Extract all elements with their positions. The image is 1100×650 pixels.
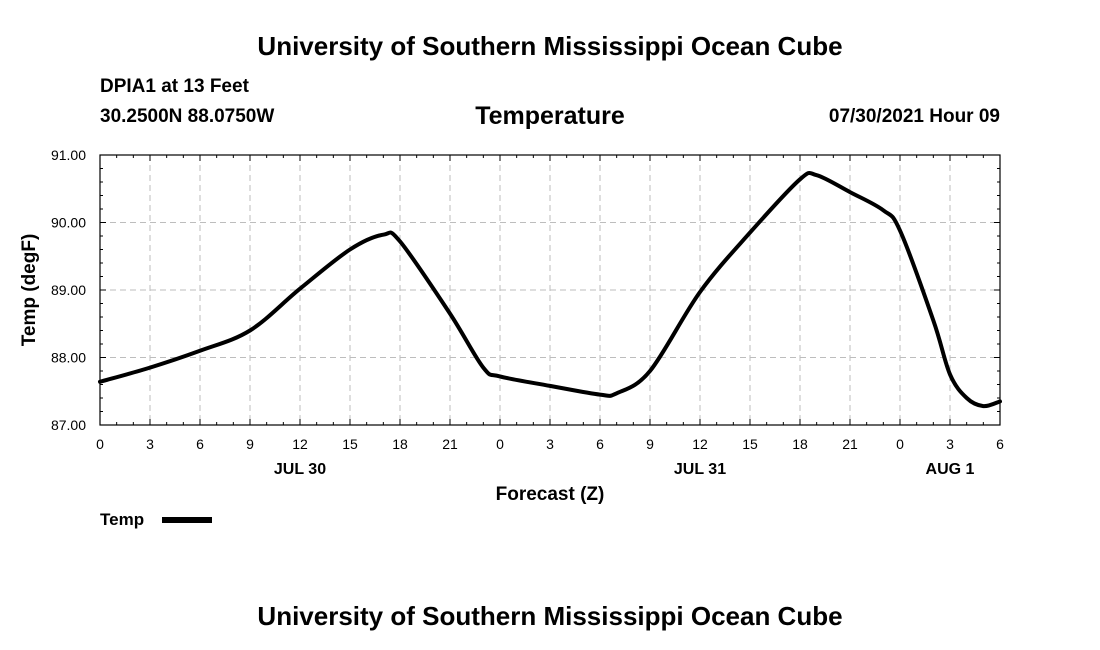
y-tick-label: 89.00: [51, 282, 86, 298]
y-tick-label: 88.00: [51, 350, 86, 366]
x-tick-label: 6: [996, 436, 1004, 452]
forecast-timestamp: 07/30/2021 Hour 09: [828, 106, 1000, 127]
legend-label: Temp: [100, 510, 145, 529]
x-tick-label: 0: [96, 436, 104, 452]
x-tick-label: 18: [792, 436, 808, 452]
x-axis-label: Forecast (Z): [496, 484, 605, 505]
x-tick-label: 0: [496, 436, 504, 452]
x-tick-label: 12: [692, 436, 708, 452]
x-tick-label: 15: [342, 436, 358, 452]
station-label: DPIA1 at 13 Feet: [100, 76, 249, 97]
x-tick-label: 21: [842, 436, 858, 452]
x-tick-label: 9: [646, 436, 654, 452]
top-title: University of Southern Mississippi Ocean…: [257, 31, 843, 61]
x-tick-label: 18: [392, 436, 408, 452]
x-tick-label: 6: [596, 436, 604, 452]
x-tick-label: 0: [896, 436, 904, 452]
x-tick-label: 3: [946, 436, 954, 452]
y-tick-label: 91.00: [51, 147, 86, 163]
x-tick-label: 3: [546, 436, 554, 452]
x-tick-label: 15: [742, 436, 758, 452]
bottom-title: University of Southern Mississippi Ocean…: [257, 601, 843, 631]
y-tick-label: 90.00: [51, 215, 86, 231]
x-tick-label: 21: [442, 436, 458, 452]
variable-title: Temperature: [475, 102, 625, 130]
date-label: JUL 31: [674, 461, 726, 478]
temp-series-line: [98, 170, 1002, 409]
y-axis-label: Temp (degF): [19, 234, 40, 347]
station-coordinates: 30.2500N 88.0750W: [100, 106, 275, 127]
y-tick-label: 87.00: [51, 417, 86, 433]
x-tick-label: 12: [292, 436, 308, 452]
x-tick-label: 6: [196, 436, 204, 452]
x-tick-label: 9: [246, 436, 254, 452]
x-tick-label: 3: [146, 436, 154, 452]
date-label: JUL 30: [274, 461, 326, 478]
date-label: AUG 1: [926, 461, 975, 478]
